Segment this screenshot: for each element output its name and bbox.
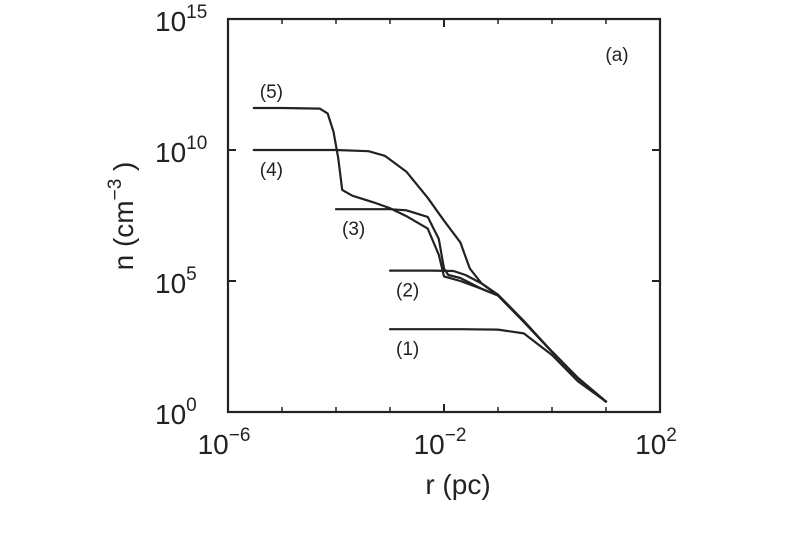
series-label-4: (4) [260, 160, 283, 181]
series-label-3: (3) [342, 219, 365, 240]
x-axis-title: r (pc) [425, 469, 490, 500]
series-line-5 [252, 106, 608, 403]
series-line-1 [388, 328, 608, 403]
panel-label: (a) [605, 45, 628, 66]
y-axis-title: n (cm−3 ) [105, 162, 139, 271]
x-tick-label: 10−2 [414, 425, 467, 460]
series-line-4 [252, 148, 608, 403]
series-label-2: (2) [396, 281, 419, 302]
x-tick-label: 10−6 [198, 425, 251, 460]
series-line-3 [334, 208, 608, 403]
y-tick-label: 105 [155, 264, 197, 299]
y-tick-label: 100 [155, 395, 197, 430]
label-layer: (a) (1) (2) (3) (4) (5) [260, 45, 629, 360]
plot-frame [226, 17, 662, 414]
series-label-1: (1) [396, 339, 419, 360]
series-label-5: (5) [260, 82, 283, 103]
x-tick-label: 102 [635, 425, 677, 460]
y-tick-label: 1015 [155, 2, 207, 37]
series-layer [252, 106, 608, 403]
y-tick-label: 1010 [155, 133, 207, 168]
axes-layer: 10−6 10−2 102 100 105 1010 1015 r (pc) n (cm−3 ) [105, 2, 677, 500]
series-line-2 [388, 269, 608, 403]
